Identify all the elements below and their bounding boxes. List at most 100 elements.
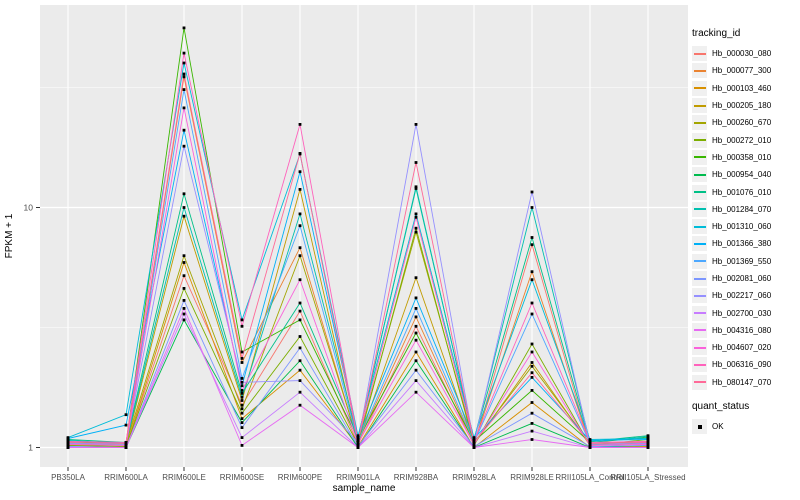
data-point — [66, 446, 70, 449]
legend-key-swatch — [692, 167, 707, 183]
data-point — [356, 440, 360, 443]
legend-item-label: Hb_002700_030 — [712, 308, 772, 318]
data-point — [298, 170, 302, 174]
data-point — [298, 224, 302, 228]
legend-item: Hb_000272_010 — [688, 131, 800, 148]
data-point — [182, 128, 186, 132]
data-point — [530, 270, 534, 274]
data-point — [414, 276, 418, 280]
data-point — [66, 443, 70, 446]
data-point — [530, 206, 534, 209]
data-point — [240, 389, 244, 392]
data-point — [182, 307, 186, 310]
data-point — [588, 446, 592, 449]
data-point — [646, 435, 650, 438]
data-point — [182, 192, 186, 196]
x-tick-label: RRIM901LA — [336, 473, 380, 482]
data-point — [530, 429, 534, 433]
legend-line-icon — [693, 208, 706, 211]
data-point — [356, 434, 360, 438]
data-point — [414, 230, 418, 234]
plot-panel — [40, 5, 688, 467]
data-point — [240, 350, 244, 354]
legend-item: Hb_000260_670 — [688, 114, 800, 131]
legend-line-icon — [693, 156, 706, 159]
legend-item-label: Hb_000272_010 — [712, 135, 772, 145]
data-point — [298, 390, 302, 394]
legend-line-icon — [693, 260, 706, 263]
data-point — [530, 389, 534, 392]
data-point — [414, 307, 418, 310]
data-point — [530, 278, 534, 282]
data-point — [182, 144, 186, 148]
legend-item-label: Hb_001310_060 — [712, 222, 772, 232]
legend-item: Hb_004607_020 — [688, 339, 800, 356]
data-point — [414, 338, 418, 342]
data-point — [646, 438, 650, 441]
data-point — [530, 411, 534, 415]
legend-item-label: Hb_001284_070 — [712, 204, 772, 214]
legend-line-icon — [693, 294, 706, 297]
data-point — [414, 359, 418, 363]
legend-item: Hb_002217_060 — [688, 287, 800, 304]
data-point — [530, 312, 534, 316]
legend-item-label: Hb_080147_070 — [712, 377, 772, 387]
data-point — [182, 106, 186, 110]
x-tick-label: PB350LA — [51, 473, 85, 482]
legend-key-swatch — [692, 184, 707, 200]
legend-item: Hb_001284_070 — [688, 201, 800, 218]
data-point — [356, 442, 360, 445]
data-point — [240, 395, 244, 399]
x-tick-label: RRII105LA_Control — [555, 473, 625, 482]
data-point — [530, 401, 534, 404]
legend-item-label: Hb_002081_060 — [712, 274, 772, 283]
data-point — [414, 226, 418, 230]
data-point — [298, 254, 302, 258]
data-point — [240, 380, 244, 384]
legend-line-icon — [693, 242, 706, 245]
data-point — [124, 413, 128, 417]
legend-line-icon — [693, 346, 706, 349]
data-point — [182, 261, 186, 264]
data-point — [182, 214, 186, 218]
x-axis-title: sample_name — [333, 483, 396, 494]
data-point — [414, 390, 418, 394]
data-point — [182, 75, 186, 79]
legend-key-swatch — [692, 63, 707, 79]
data-point — [240, 392, 244, 395]
data-point — [298, 278, 302, 282]
legend-item: Hb_002081_060 — [688, 270, 800, 287]
data-point — [182, 312, 186, 316]
data-point — [298, 152, 302, 155]
legend-item: Hb_000954_040 — [688, 166, 800, 183]
legend-item: Hb_001369_550 — [688, 253, 800, 270]
legend-item-label: Hb_004607_020 — [712, 343, 772, 353]
legend-item-label: OK — [712, 422, 724, 432]
data-point — [472, 443, 476, 446]
x-tick-label: RRIM600PE — [278, 473, 322, 482]
data-point — [530, 350, 534, 354]
data-point — [414, 315, 418, 319]
legend-key-swatch — [692, 80, 707, 96]
legend-items: Hb_000030_080 Hb_000077_300 Hb_000103_460 H… — [688, 45, 800, 391]
x-tick-label: RRIM928BA — [394, 473, 439, 482]
legend-key-swatch — [692, 219, 707, 235]
x-tick-label: RRIM600SE — [220, 473, 264, 482]
data-point — [240, 436, 244, 439]
data-point — [124, 446, 128, 449]
legend-title-quant-status: quant_status — [692, 400, 750, 412]
legend-item-label: Hb_001076_010 — [712, 187, 772, 197]
legend-key-swatch — [692, 236, 707, 252]
data-point — [182, 206, 186, 209]
legend-line-icon — [693, 381, 706, 384]
legend-line-icon — [693, 312, 706, 315]
data-point — [182, 88, 186, 91]
legend-panel: tracking_id Hb_000030_080 Hb_000077_300 Hb… — [688, 24, 800, 435]
legend-key-swatch — [692, 201, 707, 217]
legend-line-icon — [693, 87, 706, 90]
legend-title-tracking-id: tracking_id — [692, 28, 741, 39]
legend-line-icon — [693, 191, 706, 194]
legend-item-label: Hb_000358_010 — [712, 152, 772, 162]
x-tick-label: RRIM600LE — [162, 473, 206, 482]
legend-item: Hb_001310_060 — [688, 218, 800, 235]
